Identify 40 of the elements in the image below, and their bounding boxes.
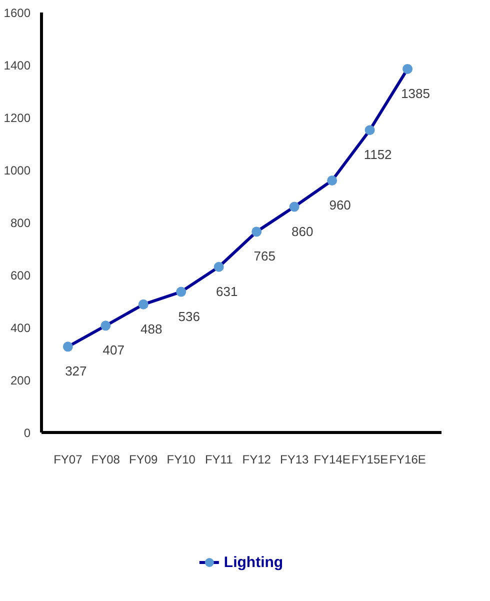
point (364, 125, 375, 136)
x-tick-label: FY07 (54, 452, 83, 466)
y-tick-label: 1400 (4, 58, 31, 72)
y-tick-label: 1600 (4, 6, 31, 20)
legend-label: Lighting (224, 554, 284, 571)
x-tick-label: FY16E (389, 452, 426, 466)
y-tick-label: 0 (24, 426, 31, 440)
x-tick-label: FY15E (351, 452, 388, 466)
x-tick-label: FY11 (204, 452, 234, 466)
point (289, 202, 300, 212)
x-tick-label: FY12 (242, 452, 272, 466)
data-label: 960 (329, 198, 351, 212)
x-tick-label: FY09 (129, 452, 158, 466)
point (176, 286, 186, 297)
y-tick-label: 800 (10, 216, 31, 230)
y-tick-label: 600 (10, 268, 31, 282)
y-tick-label: 1200 (4, 111, 31, 125)
data-label: 407 (102, 342, 125, 358)
x-tick-label: FY10 (166, 452, 196, 466)
point (100, 320, 111, 331)
data-label: 1385 (401, 86, 430, 101)
data-label: 488 (140, 321, 162, 336)
point (327, 176, 338, 186)
point (214, 262, 224, 272)
x-tick-label: FY08 (91, 452, 120, 466)
data-label: 860 (291, 224, 314, 239)
y-tick-label: 400 (10, 321, 31, 335)
x-tick-label: FY14E (314, 452, 350, 466)
data-label: 1152 (364, 147, 392, 162)
x-tick-label: FY13 (280, 452, 309, 466)
point (252, 226, 262, 237)
y-tick-label: 200 (10, 374, 31, 388)
point (402, 64, 413, 74)
data-label: 765 (254, 248, 276, 264)
point (138, 299, 148, 310)
data-label: 631 (216, 284, 238, 299)
data-label: 536 (178, 308, 200, 324)
y-tick-label: 1000 (4, 164, 31, 178)
point (62, 342, 73, 352)
data-label: 327 (65, 364, 87, 379)
